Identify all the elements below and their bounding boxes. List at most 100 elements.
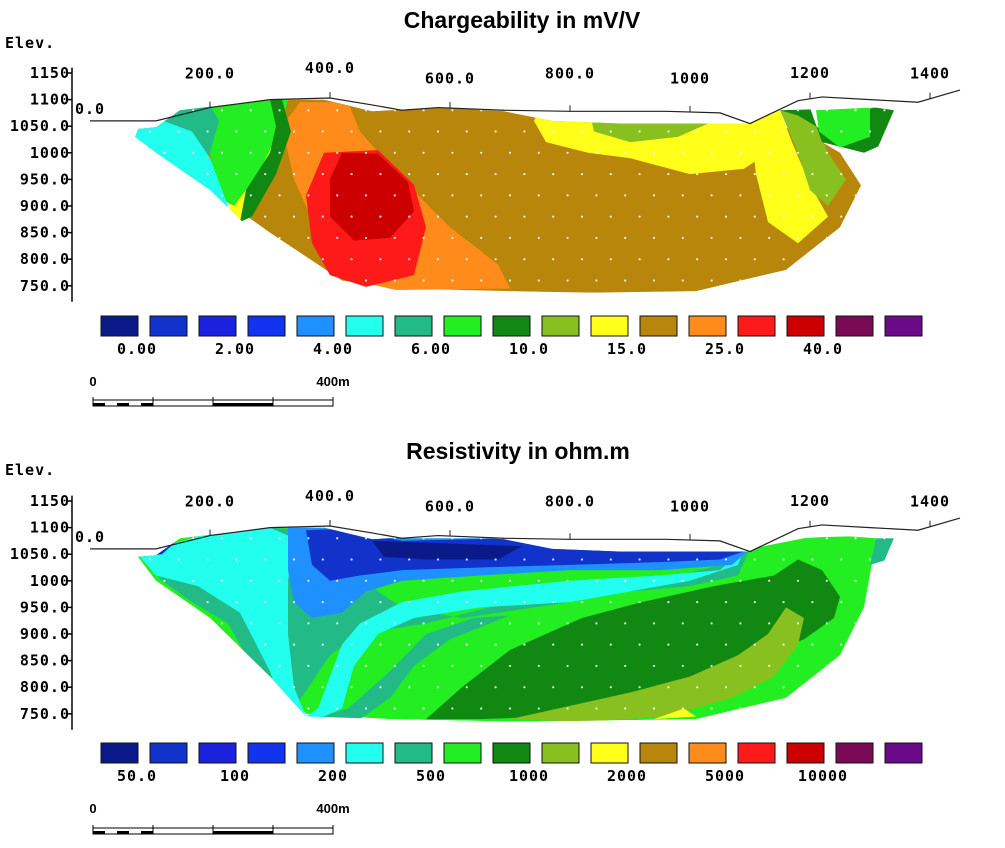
sample-dot [249,537,252,540]
sample-dot [336,707,339,710]
sample-dot [192,707,195,710]
legend-label: 10000 [798,767,848,785]
legend-swatch [492,742,531,764]
sample-dot [480,579,483,582]
sample-dot [148,643,152,646]
sample-dot [393,622,396,625]
sample-dot [307,236,310,240]
y-tick-label: 800.0 [20,250,70,268]
scale-bar-segment [213,831,273,834]
sample-dot [206,172,209,176]
sample-dot [840,172,843,176]
sample-dot [753,686,756,689]
sample-dot [566,279,569,282]
sample-dot [868,172,872,176]
legend-swatch [394,315,433,337]
sample-dot [379,643,382,646]
zone-lightgreen-lower [510,607,804,722]
sample-dot [580,686,584,689]
sample-dot [508,279,512,282]
sample-dot [206,130,209,133]
sample-dot [566,622,569,625]
sample-dot [724,130,728,133]
sample-dot [292,600,296,604]
sample-dot [883,537,886,540]
sample-dot [811,600,814,604]
sample-dot [422,109,425,112]
sample-dot [840,643,843,646]
legend-swatch [541,315,580,337]
sample-dot [192,537,195,540]
sample-dot [739,279,742,282]
sample-dot [796,664,800,668]
sample-dot [422,279,425,282]
y-tick-label: 750.0 [20,277,70,295]
legend-swatch [786,315,825,337]
sample-dot [206,558,209,561]
legend-swatch [198,742,237,764]
sample-dot [840,558,843,561]
sample-dot [739,194,742,197]
sample-dot [753,172,756,176]
sample-dot [624,707,627,710]
zone-dark-green-left [240,99,291,222]
sample-dot [307,537,310,540]
sample-dot [667,172,670,176]
sample-dot [264,130,267,133]
topography-line [90,517,961,553]
legend-label: 50.0 [117,767,157,785]
sample-dot [206,600,209,604]
sample-dot [652,194,656,197]
sample-dot [753,215,756,218]
sample-dot [436,215,440,218]
sample-dot [148,258,152,261]
sample-dot [408,558,411,561]
sample-dot [278,236,281,240]
sample-dot [249,151,252,154]
sample-dot [436,600,440,604]
sample-dot [451,109,454,112]
sample-dot [278,537,281,540]
sample-dot [465,172,468,176]
sample-dot [768,194,771,197]
sample-dot [609,172,612,176]
sample-dot [220,664,224,668]
sample-dot [552,686,555,689]
sample-dot [494,215,497,218]
sample-dot [350,686,353,689]
sample-dot [523,558,526,561]
sample-dot [364,236,368,240]
sample-dot [825,579,828,582]
sample-dot [537,579,540,582]
legend-label: 1000 [509,767,549,785]
sample-dot [811,215,814,218]
sample-dot [710,109,713,112]
sample-dot [393,194,396,197]
sample-dot [235,643,238,646]
sample-dot [278,707,281,710]
sample-dot [350,215,353,218]
sample-dot [840,686,843,689]
legend-swatch [639,315,678,337]
sample-dot [883,151,886,154]
y-tick-label: 1000 [30,144,70,162]
sample-dot [249,279,252,282]
sample-dot [883,236,886,240]
sample-dot [624,151,627,154]
sample-dot [854,622,857,625]
sample-dot [408,600,411,604]
sample-dot [796,194,800,197]
sample-dot [436,643,440,646]
sample-dot [292,215,296,218]
sample-dot [177,600,180,604]
legend-swatch [345,315,384,337]
scale-bar: 0 400m [89,801,350,835]
sample-dot [192,151,195,154]
sample-dot [710,579,713,582]
sample-dot [364,279,368,282]
chargeability-panel: Chargeability in mV/V Elev. 1150 1100 1050… [5,7,961,407]
sample-dot [278,622,281,625]
sample-dot [480,707,483,710]
sample-dot [220,707,224,710]
